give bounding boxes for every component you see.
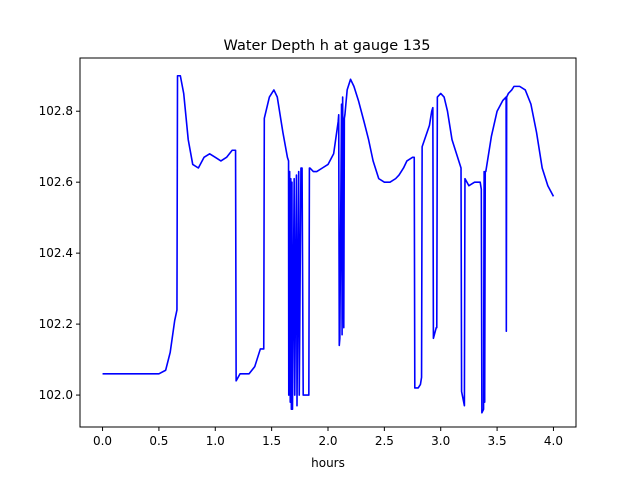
x-tick-label: 3.0 <box>431 434 450 448</box>
y-tick-label: 102.2 <box>39 317 73 331</box>
x-axis: 0.0 0.5 1.0 1.5 2.0 2.5 3.0 3.5 4.0 <box>93 427 563 448</box>
plot-area <box>102 74 555 414</box>
x-tick-label: 1.0 <box>206 434 225 448</box>
y-tick-label: 102.4 <box>39 246 73 260</box>
x-tick-label: 1.5 <box>262 434 281 448</box>
y-axis: 102.0 102.2 102.4 102.6 102.8 <box>39 104 80 402</box>
x-axis-label: hours <box>311 456 345 470</box>
y-tick-label: 102.0 <box>39 388 73 402</box>
x-tick-label: 3.5 <box>488 434 507 448</box>
y-tick-label: 102.6 <box>39 175 73 189</box>
plot-frame <box>79 57 577 428</box>
chart-title: Water Depth h at gauge 135 <box>224 38 431 54</box>
x-tick-label: 2.5 <box>375 434 394 448</box>
x-tick-label: 2.0 <box>318 434 337 448</box>
x-tick-label: 0.5 <box>149 434 168 448</box>
y-tick-label: 102.8 <box>39 104 73 118</box>
series-line-0 <box>102 74 555 414</box>
x-tick-label: 0.0 <box>93 434 112 448</box>
x-tick-label: 4.0 <box>544 434 563 448</box>
